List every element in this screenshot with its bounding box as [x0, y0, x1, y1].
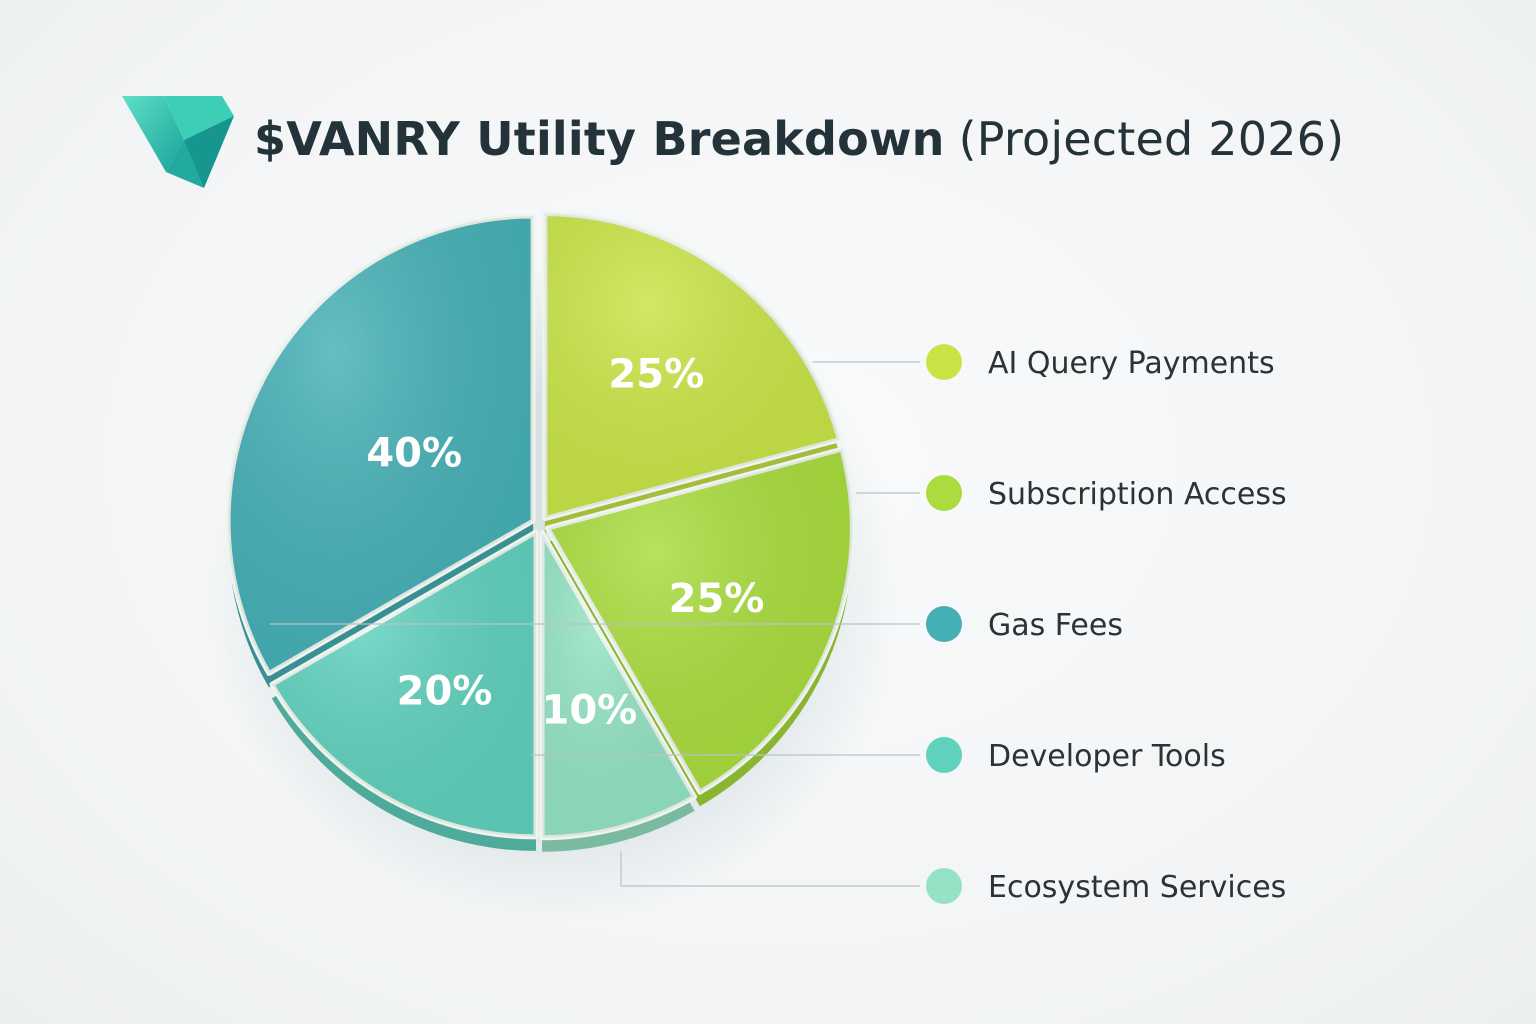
pie-slice-shade-ecosystem-services	[542, 532, 695, 838]
pie-slice-label-subscription-access: 25%	[669, 576, 765, 622]
pie-slice-labels: 25% 25% 10% 20% 40%	[366, 352, 764, 734]
pie-slice-label-gas-fees: 40%	[366, 430, 462, 476]
pie-slice-label-developer-tools: 20%	[397, 668, 493, 714]
vanar-logo-icon	[122, 96, 234, 188]
pie-slice-shade-subscription-access	[547, 449, 853, 793]
legend-label-subscription-access: Subscription Access	[988, 477, 1287, 512]
chart-legend: AI Query Payments Subscription Access Gas …	[926, 344, 1287, 905]
legend-swatch-subscription-access	[926, 475, 962, 511]
legend-swatch-ai-query-payments	[926, 344, 962, 380]
pie-slice-shade-developer-tools	[271, 531, 536, 837]
legend-label-ai-query-payments: AI Query Payments	[988, 346, 1275, 381]
pie-slice-label-ai-query-payments: 25%	[608, 352, 704, 398]
legend-label-ecosystem-services: Ecosystem Services	[988, 870, 1286, 905]
legend-leader-lines	[269, 361, 920, 887]
pie-slice-label-ecosystem-services: 10%	[542, 688, 638, 734]
leader-line-ecosystem-services	[620, 851, 920, 887]
legend-swatch-ecosystem-services	[926, 868, 962, 904]
pie-slices	[225, 211, 855, 841]
legend-label-developer-tools: Developer Tools	[988, 739, 1226, 774]
legend-swatch-developer-tools	[926, 737, 962, 773]
pie-slice-shade-gas-fees	[228, 215, 534, 674]
chart-title-main: $VANRY Utility Breakdown	[254, 112, 945, 166]
legend-label-gas-fees: Gas Fees	[988, 608, 1123, 643]
legend-swatch-gas-fees	[926, 606, 962, 642]
chart-header: $VANRY Utility Breakdown (Projected 2026)	[118, 92, 1418, 192]
chart-title: $VANRY Utility Breakdown (Projected 2026)	[254, 112, 1344, 166]
chart-title-subtitle: (Projected 2026)	[958, 112, 1345, 166]
pie-slice-shade-ai-query-payments	[544, 213, 840, 519]
